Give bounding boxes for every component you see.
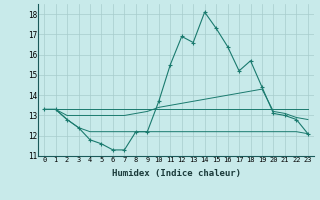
X-axis label: Humidex (Indice chaleur): Humidex (Indice chaleur): [111, 169, 241, 178]
